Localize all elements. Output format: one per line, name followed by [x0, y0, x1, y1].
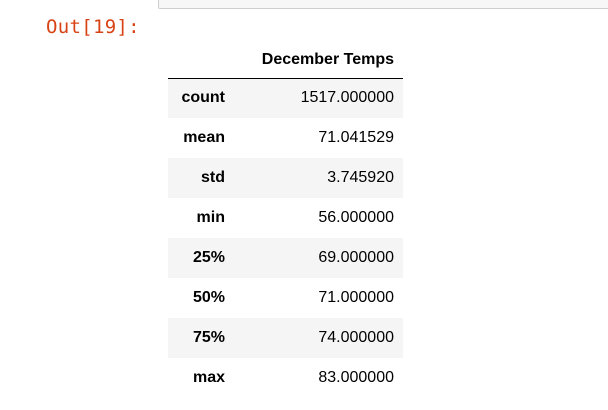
table-row: mean 71.041529	[168, 118, 403, 158]
row-value: 1517.000000	[300, 89, 394, 107]
row-label: max	[192, 369, 225, 386]
row-label: 25%	[192, 249, 225, 266]
table-row: count 1517.000000	[168, 78, 403, 118]
table-header-row: December Temps	[168, 42, 403, 79]
table-row: 50% 71.000000	[168, 278, 403, 318]
row-label: mean	[183, 129, 225, 146]
table-row: min 56.000000	[168, 198, 403, 238]
column-header: December Temps	[234, 42, 403, 79]
row-value: 71.000000	[318, 289, 394, 306]
previous-cell-input-area[interactable]	[158, 0, 608, 9]
row-value: 74.000000	[318, 329, 394, 346]
output-prompt: Out[19]:	[46, 16, 140, 38]
table-row: std 3.745920	[168, 158, 403, 198]
row-value: 3.745920	[327, 169, 394, 186]
row-value: 69.000000	[318, 249, 394, 266]
row-label: 50%	[192, 289, 225, 306]
row-label: min	[196, 209, 225, 226]
row-label: count	[181, 89, 225, 107]
dataframe-table: December Temps count 1517.000000 mean 71…	[168, 42, 403, 398]
table-row: 75% 74.000000	[168, 318, 403, 358]
table-row: max 83.000000	[168, 358, 403, 398]
row-value: 71.041529	[318, 129, 394, 146]
table-row: 25% 69.000000	[168, 238, 403, 278]
row-label: 75%	[192, 329, 225, 346]
row-value: 56.000000	[318, 209, 394, 226]
row-label: std	[201, 169, 225, 186]
row-value: 83.000000	[318, 369, 394, 386]
index-header	[168, 42, 234, 79]
